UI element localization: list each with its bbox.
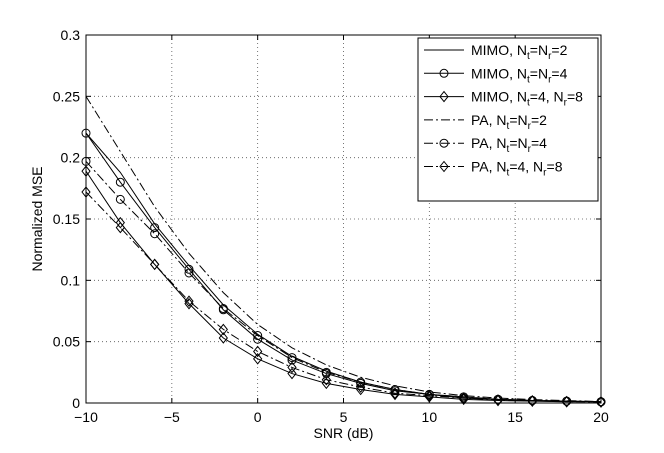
data-point-marker: [356, 377, 366, 387]
legend: MIMO, Nt=Nr=2 MIMO, Nt=Nr=4 MIMO, Nt=4, Nr…: [417, 37, 599, 202]
data-point-marker: [253, 331, 263, 341]
legend-label: MIMO, Nt=Nr=2: [471, 42, 568, 62]
axis-ticks: −10 −5 0 5 10 15 20 0 0.05 0.1 0.15 0.2 0.25 0.3: [53, 27, 609, 425]
legend-marker-sample: [439, 138, 449, 148]
data-point-marker: [184, 295, 194, 307]
data-point-marker: [287, 361, 297, 374]
data-point-marker: [184, 264, 194, 274]
data-point-marker: [527, 394, 537, 407]
x-tick-label: 5: [340, 409, 348, 425]
legend-label: PA, Nt=Nr=4: [471, 135, 547, 155]
data-point-marker: [356, 381, 366, 393]
y-tick-label: 0.1: [61, 272, 81, 288]
data-point-marker: [596, 396, 606, 408]
y-tick-label: 0.15: [53, 211, 80, 227]
data-point-marker: [493, 394, 503, 406]
legend-label: PA, Nt=Nr=2: [471, 112, 547, 132]
x-tick-label: 0: [254, 409, 262, 425]
legend-label: PA, Nt=4, Nr=8: [471, 159, 563, 179]
y-tick-label: 0.25: [53, 88, 80, 104]
data-point-marker: [184, 268, 194, 278]
legend-entry: PA, Nt=Nr=4: [424, 135, 547, 155]
x-tick-label: −10: [74, 409, 98, 425]
legend-entry: MIMO, Nt=4, Nr=8: [424, 89, 583, 109]
data-point-marker: [253, 353, 263, 365]
data-point-marker: [390, 387, 400, 399]
y-tick-label: 0.3: [61, 27, 81, 43]
legend-entry: MIMO, Nt=Nr=2: [424, 42, 568, 62]
data-point-marker: [150, 223, 160, 233]
x-tick-label: 20: [593, 409, 609, 425]
data-point-marker: [287, 355, 297, 365]
data-point-marker: [218, 304, 228, 314]
x-tick-label: 15: [507, 409, 523, 425]
legend-label: MIMO, Nt=Nr=4: [471, 65, 568, 85]
data-point-marker: [321, 367, 331, 377]
data-point-marker: [218, 332, 228, 344]
y-tick-label: 0.2: [61, 150, 81, 166]
series-line: [85, 96, 602, 403]
y-tick-label: 0: [72, 395, 80, 411]
legend-entry: PA, Nt=4, Nr=8: [424, 159, 563, 179]
data-point-marker: [321, 373, 331, 386]
data-point-marker: [287, 353, 297, 363]
x-tick-label: 10: [422, 409, 438, 425]
data-point-marker: [115, 221, 125, 234]
x-tick-label: −5: [164, 409, 180, 425]
data-point-marker: [253, 345, 263, 358]
grid-lines: [86, 35, 601, 403]
y-axis-label: Normalized MSE: [29, 166, 45, 271]
data-point-marker: [115, 216, 125, 229]
data-point-marker: [562, 395, 572, 408]
data-point-marker: [287, 367, 297, 380]
data-point-marker: [150, 258, 160, 271]
data-point-marker: [218, 323, 228, 336]
x-axis-label: SNR (dB): [314, 425, 374, 441]
data-point-marker: [150, 229, 160, 239]
legend-entry: PA, Nt=Nr=2: [424, 112, 547, 132]
y-tick-label: 0.05: [53, 334, 80, 350]
data-point-marker: [115, 194, 125, 204]
legend-marker-sample: [439, 68, 449, 78]
data-point-marker: [184, 297, 194, 310]
data-point-marker: [115, 177, 125, 187]
legend-label: MIMO, Nt=4, Nr=8: [471, 89, 583, 109]
series-4: [85, 96, 602, 403]
legend-marker-sample: [439, 160, 449, 173]
legend-marker-sample: [439, 90, 449, 103]
legend-entry: MIMO, Nt=Nr=4: [424, 65, 568, 85]
